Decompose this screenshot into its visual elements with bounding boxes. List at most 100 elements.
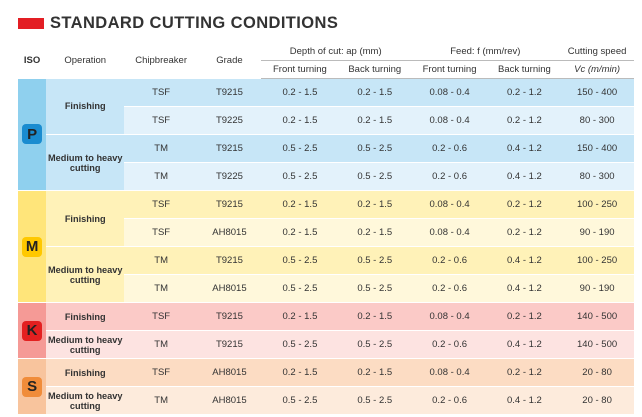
- table-row: TSF T9225 0.2 - 1.5 0.2 - 1.5 0.08 - 0.4…: [18, 106, 634, 135]
- depth-front-cell: 0.2 - 1.5: [260, 218, 339, 247]
- chipbreaker-cell: TM: [124, 246, 198, 275]
- feed-back-cell: 0.4 - 1.2: [488, 386, 561, 415]
- feed-back-cell: 0.2 - 1.2: [488, 190, 561, 219]
- grade-cell: AH8015: [198, 358, 261, 387]
- feed-back-cell: 0.2 - 1.2: [488, 78, 561, 107]
- feed-back-cell: 0.4 - 1.2: [488, 162, 561, 191]
- iso-cell-s: S: [18, 358, 47, 415]
- grade-cell: T9225: [198, 162, 261, 191]
- feed-front-cell: 0.2 - 0.6: [410, 246, 489, 275]
- depth-back-cell: 0.5 - 2.5: [338, 274, 411, 303]
- depth-front-cell: 0.5 - 2.5: [260, 134, 339, 163]
- header-iso: ISO: [18, 42, 47, 79]
- cutting-conditions-table: ISO Operation Chipbreaker Grade Depth of…: [18, 42, 634, 415]
- depth-back-cell: 0.5 - 2.5: [338, 246, 411, 275]
- page-title: STANDARD CUTTING CONDITIONS: [50, 13, 339, 32]
- depth-front-cell: 0.5 - 2.5: [260, 386, 339, 415]
- grade-cell: AH8015: [198, 386, 261, 415]
- depth-front-cell: 0.5 - 2.5: [260, 274, 339, 303]
- feed-front-cell: 0.2 - 0.6: [410, 274, 489, 303]
- header-depth-back: Back turning: [338, 60, 411, 79]
- depth-back-cell: 0.2 - 1.5: [338, 218, 411, 247]
- depth-front-cell: 0.2 - 1.5: [260, 106, 339, 135]
- table-row: TSF AH8015 0.2 - 1.5 0.2 - 1.5 0.08 - 0.…: [18, 218, 634, 247]
- header-feed-front: Front turning: [410, 60, 489, 79]
- title-block: STANDARD CUTTING CONDITIONS: [18, 12, 338, 34]
- chipbreaker-cell: TSF: [124, 78, 198, 107]
- depth-back-cell: 0.5 - 2.5: [338, 162, 411, 191]
- iso-cell-m: M: [18, 190, 47, 303]
- iso-cell-p: P: [18, 78, 47, 191]
- depth-front-cell: 0.5 - 2.5: [260, 246, 339, 275]
- feed-back-cell: 0.4 - 1.2: [488, 134, 561, 163]
- depth-back-cell: 0.5 - 2.5: [338, 134, 411, 163]
- vc-cell: 150 - 400: [560, 134, 634, 163]
- grade-cell: T9215: [198, 190, 261, 219]
- grade-cell: AH8015: [198, 274, 261, 303]
- vc-cell: 150 - 400: [560, 78, 634, 107]
- chipbreaker-cell: TSF: [124, 358, 198, 387]
- depth-front-cell: 0.5 - 2.5: [260, 162, 339, 191]
- depth-front-cell: 0.2 - 1.5: [260, 358, 339, 387]
- operation-cell: Finishing: [46, 302, 125, 331]
- feed-front-cell: 0.08 - 0.4: [410, 218, 489, 247]
- vc-cell: 140 - 500: [560, 302, 634, 331]
- header-feed: Feed: f (mm/rev): [410, 42, 561, 61]
- grade-cell: T9225: [198, 106, 261, 135]
- chipbreaker-cell: TM: [124, 134, 198, 163]
- table-row: P Finishing TSF T9215 0.2 - 1.5 0.2 - 1.…: [18, 78, 634, 191]
- operation-cell: Medium to heavy cutting: [46, 330, 125, 359]
- feed-front-cell: 0.08 - 0.4: [410, 190, 489, 219]
- header-depth-front: Front turning: [260, 60, 339, 79]
- feed-back-cell: 0.2 - 1.2: [488, 106, 561, 135]
- feed-back-cell: 0.2 - 1.2: [488, 302, 561, 331]
- depth-back-cell: 0.5 - 2.5: [338, 330, 411, 359]
- vc-cell: 100 - 250: [560, 190, 634, 219]
- depth-front-cell: 0.2 - 1.5: [260, 78, 339, 107]
- feed-front-cell: 0.2 - 0.6: [410, 162, 489, 191]
- header-cutting-speed: Cutting speed: [560, 42, 634, 61]
- header-grade: Grade: [198, 42, 261, 79]
- feed-front-cell: 0.08 - 0.4: [410, 106, 489, 135]
- feed-back-cell: 0.2 - 1.2: [488, 358, 561, 387]
- depth-front-cell: 0.2 - 1.5: [260, 302, 339, 331]
- operation-cell: Medium to heavy cutting: [46, 134, 125, 191]
- chipbreaker-cell: TSF: [124, 302, 198, 331]
- depth-back-cell: 0.2 - 1.5: [338, 190, 411, 219]
- table-row: TM T9225 0.5 - 2.5 0.5 - 2.5 0.2 - 0.6 0…: [18, 162, 634, 191]
- vc-cell: 100 - 250: [560, 246, 634, 275]
- chipbreaker-cell: TSF: [124, 218, 198, 247]
- vc-cell: 90 - 190: [560, 218, 634, 247]
- grade-cell: T9215: [198, 134, 261, 163]
- vc-cell: 20 - 80: [560, 358, 634, 387]
- feed-front-cell: 0.08 - 0.4: [410, 302, 489, 331]
- vc-cell: 20 - 80: [560, 386, 634, 415]
- depth-back-cell: 0.5 - 2.5: [338, 386, 411, 415]
- feed-front-cell: 0.2 - 0.6: [410, 330, 489, 359]
- vc-cell: 80 - 300: [560, 106, 634, 135]
- operation-cell: Medium to heavy cutting: [46, 246, 125, 303]
- operation-cell: Finishing: [46, 190, 125, 247]
- feed-back-cell: 0.4 - 1.2: [488, 246, 561, 275]
- feed-back-cell: 0.4 - 1.2: [488, 330, 561, 359]
- feed-back-cell: 0.2 - 1.2: [488, 218, 561, 247]
- iso-cell-k: K: [18, 302, 47, 359]
- feed-front-cell: 0.08 - 0.4: [410, 78, 489, 107]
- grade-cell: AH8015: [198, 218, 261, 247]
- header-feed-back: Back turning: [488, 60, 561, 79]
- iso-badge-k: K: [22, 320, 43, 341]
- iso-badge-m: M: [22, 236, 43, 257]
- chipbreaker-cell: TM: [124, 386, 198, 415]
- grade-cell: T9215: [198, 302, 261, 331]
- header-vc: Vc (m/min): [560, 60, 634, 79]
- iso-badge-p: P: [22, 124, 43, 145]
- depth-back-cell: 0.2 - 1.5: [338, 358, 411, 387]
- depth-back-cell: 0.2 - 1.5: [338, 106, 411, 135]
- operation-cell: Medium to heavy cutting: [46, 386, 125, 415]
- table-row: Medium to heavy cutting TM T9215 0.5 - 2…: [18, 134, 634, 191]
- depth-front-cell: 0.2 - 1.5: [260, 190, 339, 219]
- table-row: Medium to heavy cutting TM AH8015 0.5 - …: [18, 386, 634, 415]
- feed-back-cell: 0.4 - 1.2: [488, 274, 561, 303]
- vc-cell: 90 - 190: [560, 274, 634, 303]
- depth-front-cell: 0.5 - 2.5: [260, 330, 339, 359]
